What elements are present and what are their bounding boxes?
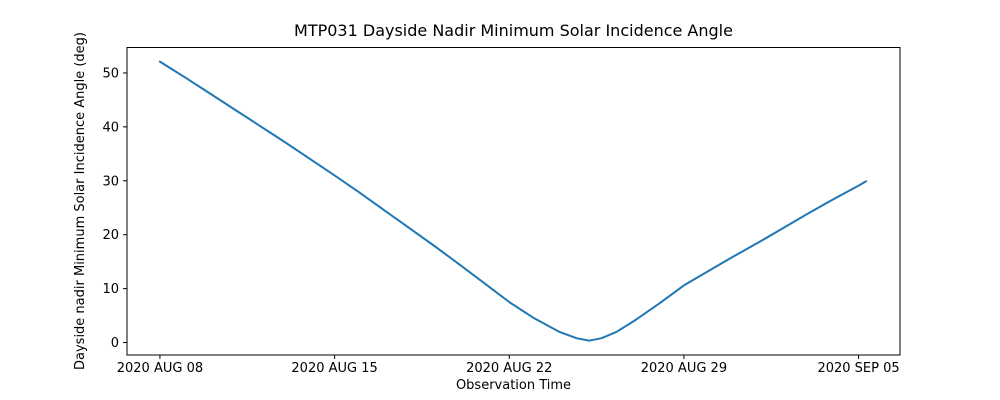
y-axis-label: Dayside nadir Minimum Solar Incidence An… (73, 32, 88, 370)
x-axis-label: Observation Time (455, 378, 572, 393)
y-tick-label: 40 (102, 120, 119, 135)
data-line-dayside-nadir-minimum-solar-incidence-angle (158, 60, 868, 342)
x-tick-label: 2020 AUG 29 (641, 361, 727, 376)
x-tick-label: 2020 AUG 08 (117, 361, 203, 376)
y-tick-label: 50 (102, 66, 119, 81)
chart-title: MTP031 Dayside Nadir Minimum Solar Incid… (294, 21, 733, 40)
x-tick-label: 2020 AUG 15 (291, 361, 377, 376)
x-tick-label: 2020 AUG 22 (466, 361, 552, 376)
y-tick-label: 20 (102, 228, 119, 243)
plot-frame (126, 47, 901, 356)
y-tick-label: 10 (102, 282, 119, 297)
y-tick-label: 30 (102, 174, 119, 189)
y-tick-label: 0 (111, 336, 119, 351)
x-tick-label: 2020 SEP 05 (817, 361, 899, 376)
